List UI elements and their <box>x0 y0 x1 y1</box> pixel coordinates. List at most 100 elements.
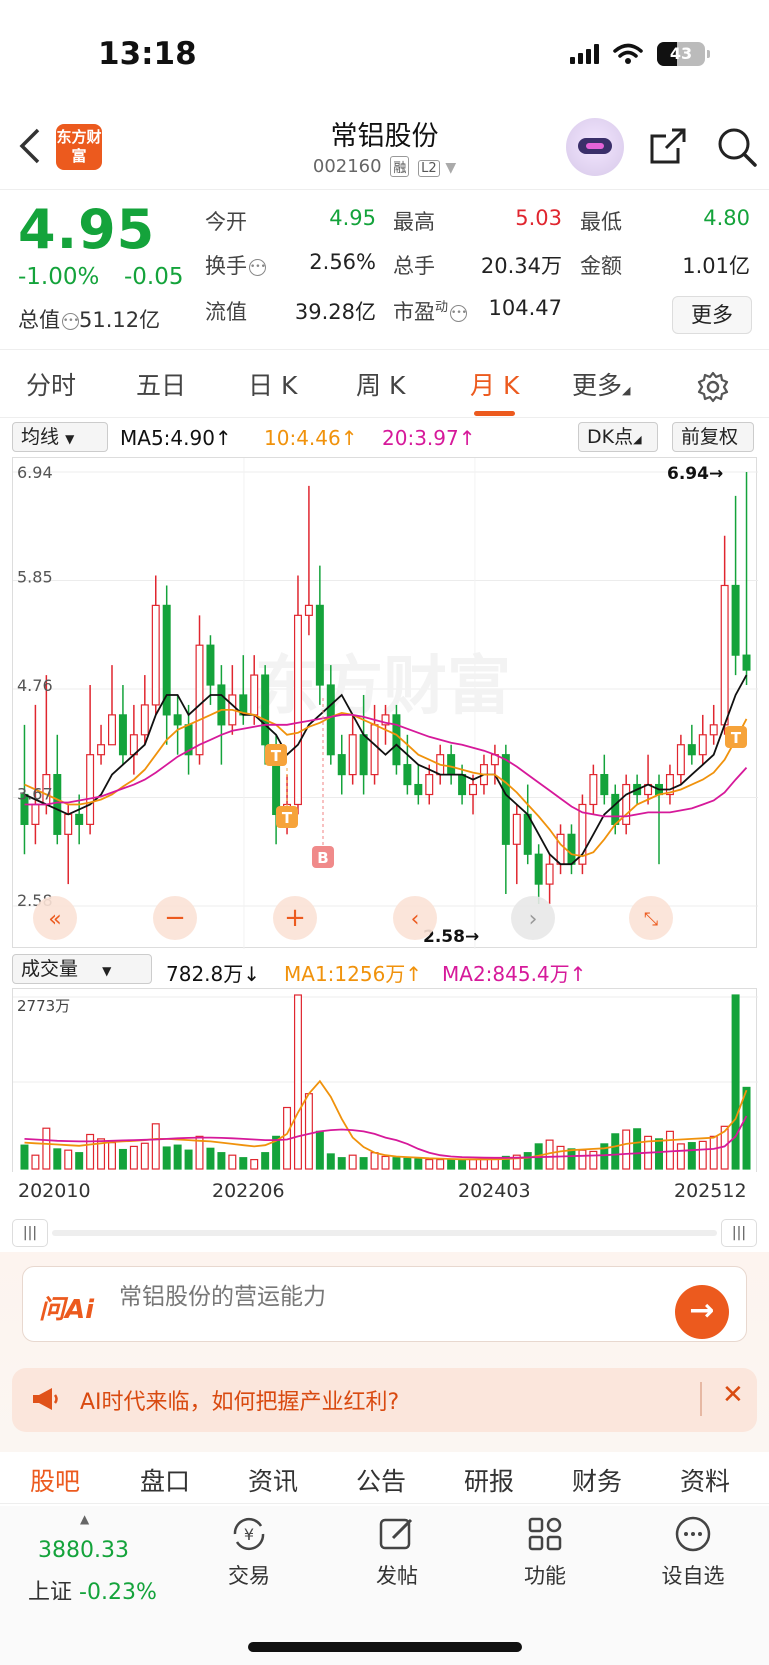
kline-chart[interactable]: 东方财富 6.94 5.85 4.76 3.67 2.58 6.94→ 2.58→ T … <box>12 457 758 949</box>
scroller-track[interactable] <box>52 1230 717 1236</box>
margin-tag: 融 <box>390 156 410 177</box>
date-label: 202512 <box>674 1180 747 1202</box>
tab-daily-k[interactable]: 日 K <box>248 371 298 400</box>
dk-point-button[interactable]: DK点◢ <box>578 422 658 452</box>
search-icon[interactable] <box>716 126 758 168</box>
volume-bar <box>261 1152 270 1170</box>
tab-five-day[interactable]: 五日 <box>136 371 187 400</box>
pe-label[interactable]: 市盈动 ••• <box>393 300 468 324</box>
tab-finance[interactable]: 财务 <box>572 1467 623 1496</box>
volume-bar <box>173 1144 182 1170</box>
volume-bar <box>129 1145 138 1170</box>
scroll-left-button[interactable]: ‹ <box>393 896 437 940</box>
tab-intraday[interactable]: 分时 <box>26 371 77 400</box>
volume-bar <box>162 1146 171 1170</box>
fullscreen-button[interactable]: ⤡ <box>629 896 673 940</box>
tab-more-periods[interactable]: 更多◢ <box>572 371 631 400</box>
edit-icon <box>379 1518 413 1550</box>
volume-bar <box>217 1152 226 1170</box>
yuan-exchange-icon: ¥ <box>233 1517 265 1551</box>
scroller-left-handle[interactable]: ||| <box>12 1219 48 1247</box>
chevron-left-icon: ‹ <box>411 907 420 932</box>
more-circle-icon <box>675 1516 711 1552</box>
volume-bar <box>414 1158 423 1170</box>
candle-body <box>293 614 302 806</box>
adjust-button[interactable]: 前复权 <box>672 422 754 452</box>
level2-tag: L2 <box>418 160 440 177</box>
volume-bar <box>392 1157 401 1170</box>
volume-indicator-select[interactable]: 成交量 ▼ <box>12 954 152 984</box>
share-icon[interactable] <box>648 126 688 166</box>
volume-bar <box>228 1154 237 1170</box>
stock-code-row[interactable]: 002160 融 L2 ▼ <box>0 156 769 177</box>
candle-body <box>622 783 631 825</box>
zoom-in-button[interactable]: + <box>273 896 317 940</box>
volume-bar <box>655 1138 663 1170</box>
candle-body <box>567 833 576 865</box>
turnover-value: 2.56% <box>309 250 376 274</box>
ai-question-box[interactable]: 问Ai 常铝股份的营运能力 → <box>22 1266 747 1342</box>
volume-bar <box>665 1130 674 1170</box>
volume-bar <box>698 1140 707 1170</box>
trade-button[interactable]: ¥ 交易 <box>214 1514 284 1590</box>
volume-bar <box>556 1145 565 1170</box>
volume-bar <box>458 1159 467 1170</box>
b-marker: B <box>312 846 334 868</box>
volume-chart[interactable]: 2773万 <box>12 988 758 1172</box>
turnover-label[interactable]: 换手 ••• <box>205 254 266 278</box>
add-watchlist-button[interactable]: 设自选 <box>658 1514 728 1590</box>
candle-body <box>414 783 423 796</box>
chart-range-scroller[interactable]: ||| ||| <box>12 1218 757 1248</box>
watchlist-label: 设自选 <box>661 1564 725 1588</box>
tab-guba[interactable]: 股吧 <box>30 1467 81 1496</box>
ai-prompt-text[interactable]: 常铝股份的营运能力 <box>119 1284 326 1310</box>
candle-body <box>261 674 270 746</box>
volume-bar <box>20 1144 29 1170</box>
pe-sup: 动 <box>435 300 449 315</box>
more-quote-button[interactable]: 更多 <box>672 296 752 334</box>
candle-body <box>501 754 510 845</box>
functions-button[interactable]: 功能 <box>510 1514 580 1590</box>
candle-body <box>337 754 346 776</box>
candle-body <box>665 774 674 796</box>
caret-down-icon: ◢ <box>622 384 631 397</box>
scroll-far-left-button[interactable]: « <box>33 896 77 940</box>
ai-submit-button[interactable]: → <box>675 1285 729 1339</box>
candle-body <box>534 853 543 885</box>
chart-markers: 6.94→ 2.58→ T T B T <box>265 464 747 947</box>
float-value: 39.28亿 <box>294 300 376 324</box>
chevron-right-icon: › <box>529 907 538 932</box>
ai-robot-avatar[interactable] <box>566 118 624 176</box>
volume-y-max: 2773万 <box>17 997 70 1015</box>
candle-body <box>698 734 707 756</box>
tab-news[interactable]: 资讯 <box>248 1467 299 1496</box>
tab-weekly-k[interactable]: 周 K <box>356 371 406 400</box>
watermark-logo: 东方财富 <box>255 650 511 724</box>
amount-label: 金额 <box>580 254 622 278</box>
tab-announcements[interactable]: 公告 <box>356 1467 407 1496</box>
scroller-right-handle[interactable]: ||| <box>721 1219 757 1247</box>
home-indicator <box>248 1642 522 1652</box>
volume-bar <box>567 1148 576 1170</box>
y-axis-label: 4.76 <box>17 676 53 695</box>
total-market-value[interactable]: 总值 •••51.12亿 <box>18 304 160 334</box>
zoom-out-button[interactable]: − <box>153 896 197 940</box>
scroll-right-button[interactable]: › <box>511 896 555 940</box>
divider <box>700 1382 702 1416</box>
ma20-line <box>24 713 748 818</box>
post-button[interactable]: 发帖 <box>362 1514 432 1590</box>
candle-body <box>359 734 368 776</box>
back-button[interactable] <box>16 126 46 166</box>
promo-banner[interactable]: AI时代来临，如何把握产业红利? ✕ <box>12 1368 757 1432</box>
tab-profile[interactable]: 资料 <box>680 1467 731 1496</box>
indicator-select[interactable]: 均线 ▼ <box>12 422 108 452</box>
tab-research[interactable]: 研报 <box>464 1467 515 1496</box>
tab-pankou[interactable]: 盘口 <box>140 1467 191 1496</box>
volume-bar <box>140 1142 149 1170</box>
volume-bar <box>600 1143 609 1170</box>
tab-monthly-k[interactable]: 月 K <box>470 366 519 416</box>
gear-icon[interactable] <box>696 370 730 404</box>
close-icon[interactable]: ✕ <box>722 1380 744 1410</box>
candle-body <box>206 644 215 686</box>
period-tabs: 分时 五日 日 K 周 K 月 K 更多◢ <box>0 356 769 418</box>
